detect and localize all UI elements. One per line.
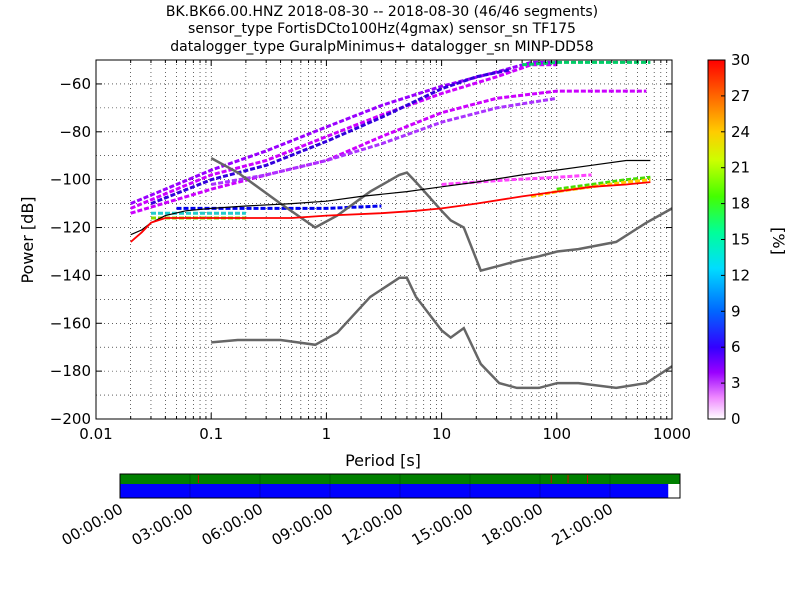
x-tick-label: 10 [432,425,451,443]
timeline-tick-label: 12:00:00 [339,500,406,549]
x-axis-label: Period [s] [345,451,421,470]
grid-lines [96,60,672,419]
y-axis-label: Power [dB] [18,196,37,283]
timeline-tick-label: 03:00:00 [129,500,196,549]
y-tick-label: −180 [50,362,91,380]
colorbar-tick-label: 21 [731,159,750,177]
x-tick-label: 0.01 [79,425,112,443]
timeline-tick-label: 21:00:00 [549,500,616,549]
colorbar-tick-label: 9 [731,302,741,320]
y-axis: −200 −180 −160 −140 −120 −100 −80 −60 [50,75,672,428]
pdf-band-band-11 [176,204,382,210]
colorbar-tick-label: 6 [731,338,741,356]
colorbar-tick-label: 24 [731,123,750,141]
plot-background [96,60,672,419]
pdf-band-band-3 [150,68,512,205]
y-tick-label: −60 [59,75,91,93]
y-tick-label: −200 [50,410,91,428]
pdf-band-band-7 [556,175,651,191]
colorbar-tick-label: 18 [731,195,750,213]
series-lines [130,157,672,390]
colorbar-tick-label: 30 [731,51,750,69]
colorbar-label: [%] [769,227,788,255]
timeline-coverage-bar [120,484,669,498]
colorbar-tick-label: 27 [731,87,750,105]
series-line-nhnm [210,157,672,273]
y-tick-label: −80 [59,123,91,141]
colorbar-tick-label: 0 [731,410,741,428]
series-line-mean [130,159,651,236]
timeline-tick-label: 09:00:00 [269,500,336,549]
pdf-band-band-6 [521,60,651,67]
pdf-band-band-4 [130,89,647,215]
y-tick-label: −160 [50,314,91,332]
series-line-mode [130,181,651,243]
timeline-tick-label: 18:00:00 [479,500,546,549]
series-line-nlnm [211,276,672,390]
y-tick-label: −120 [50,219,91,237]
pdf-band-band-1 [130,63,557,210]
pdf-bands [130,60,651,220]
x-axis: 0.01 0.1 1 10 100 1000 [79,60,691,443]
pdf-band-band-5 [210,96,558,186]
chart-title-line-3: datalogger_type GuralpMinimus+ datalogge… [170,39,593,55]
colorbar-tick-label: 12 [731,266,750,284]
plot-frame [95,59,673,420]
timeline-tick-label: 15:00:00 [409,500,476,549]
y-tick-label: −100 [50,171,91,189]
colorbar-tick-label: 15 [731,231,750,249]
timeline-tick-label: 06:00:00 [199,500,266,549]
main-plot: 0.01 0.1 1 10 100 1000 −200 −180 −160 −140 −120 −10… [50,59,691,443]
colorbar: 0 3 6 9 12 15 18 21 24 27 30 [707,51,750,428]
x-tick-label: 1 [322,425,332,443]
timeline-strip: 00:00:00 03:00:00 06:00:00 09:00:00 12:00:00… [59,473,681,549]
chart-title-line-2: sensor_type FortisDCto100Hz(4gmax) senso… [188,21,576,37]
x-tick-label: 1000 [653,425,691,443]
colorbar-tick-label: 3 [731,374,741,392]
y-tick-label: −140 [50,266,91,284]
x-tick-label: 100 [542,425,571,443]
pdf-band-band-2 [130,60,557,205]
pdf-band-band-12 [441,173,592,186]
x-tick-label: 0.1 [199,425,223,443]
timeline-tick-label: 00:00:00 [59,500,126,549]
chart-title-line-1: BK.BK66.00.HNZ 2018-08-30 -- 2018-08-30 … [166,4,598,20]
